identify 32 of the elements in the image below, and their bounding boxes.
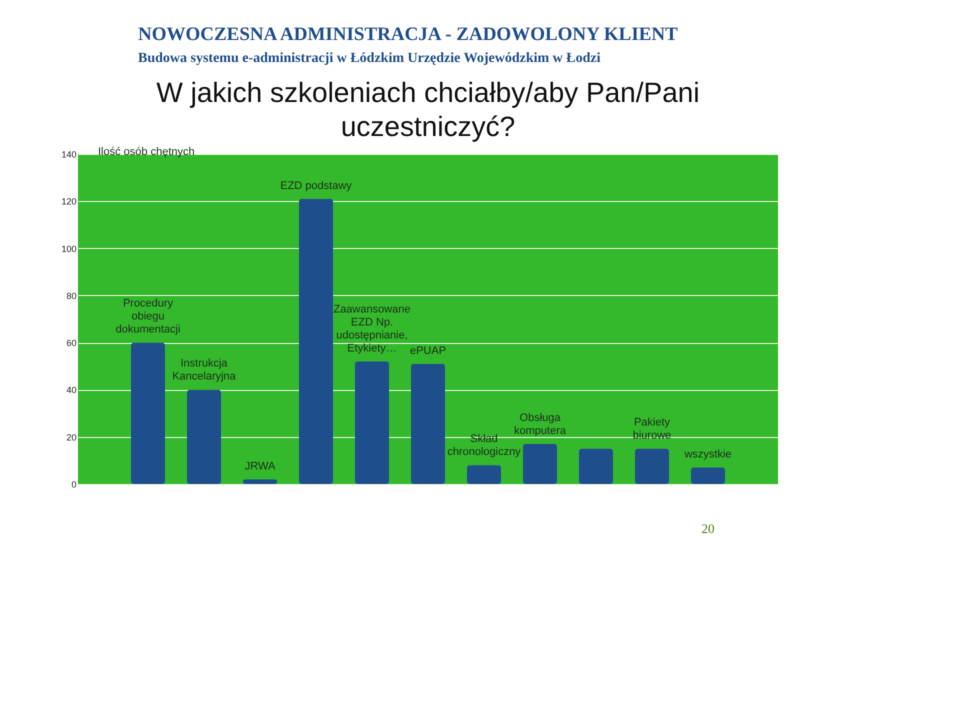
bar <box>579 448 613 484</box>
y-tick-label: 0 <box>71 480 76 490</box>
chart-title: W jakich szkoleniach chciałby/aby Pan/Pani uczestniczyć? <box>156 77 700 142</box>
y-tick-label: 120 <box>61 196 76 207</box>
bar <box>411 364 445 484</box>
x-tick-label: Procedury obiegu dokumentacji <box>116 298 180 336</box>
y-tick-label: 100 <box>61 244 76 254</box>
y-tick-label: 140 <box>61 150 76 160</box>
x-tick-label: Instrukcja Kancelaryjna <box>172 358 237 383</box>
text: Budowa systemu e-administracji w Łódzkim Urzędzie Wojewódzkim w Łodzi <box>138 51 601 66</box>
x-tick-label: Obsługa komputera <box>514 412 567 437</box>
y-tick-label: 80 <box>66 290 76 301</box>
bar <box>691 468 725 484</box>
text: 20 <box>702 521 714 536</box>
bar <box>131 342 165 484</box>
y-tick-label: 40 <box>66 385 76 396</box>
x-tick-label: JRWA <box>244 460 276 472</box>
bar <box>467 465 501 484</box>
bar <box>187 390 221 484</box>
x-tick-label: Zaawansowane EZD Np. udostępnianie, Etykiety… <box>333 303 411 354</box>
bar <box>355 361 389 484</box>
y-tick-label: 20 <box>66 432 76 442</box>
y-axis-title: Ilość osób chętnych <box>98 146 195 158</box>
bar <box>635 448 669 484</box>
y-tick-label: 60 <box>66 338 76 348</box>
bar <box>523 444 557 484</box>
x-tick-label: EZD podstawy <box>280 180 352 192</box>
bar <box>243 479 277 484</box>
text: NOWOCZESNA ADMINISTRACJA - ZADOWOLONY KLIENT <box>138 24 678 45</box>
bar <box>299 198 333 484</box>
x-tick-label: wszystkie <box>683 448 732 460</box>
x-tick-label: ePUAP <box>410 344 446 357</box>
